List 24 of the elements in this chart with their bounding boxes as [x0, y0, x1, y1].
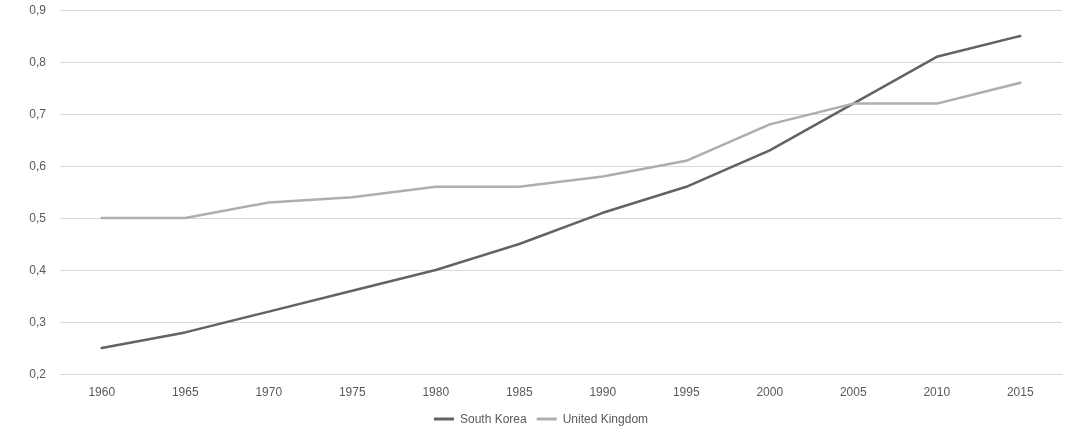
- x-tick-label: 1965: [171, 385, 199, 399]
- x-tick-label: 2015: [1006, 385, 1034, 399]
- legend-label: United Kingdom: [562, 412, 649, 426]
- y-tick-label: 0,5: [29, 211, 47, 225]
- y-tick-label: 0,4: [29, 263, 47, 277]
- legend-label: South Korea: [459, 412, 527, 426]
- x-tick-label: 2005: [839, 385, 867, 399]
- x-tick-label: 1985: [505, 385, 533, 399]
- line-series: [100, 34, 1022, 350]
- y-tick-label: 0,9: [29, 3, 47, 17]
- x-tick-label: 1960: [88, 385, 116, 399]
- x-tick-label: 1990: [589, 385, 617, 399]
- y-tick-label: 0,2: [29, 367, 47, 381]
- x-tick-label: 1975: [338, 385, 366, 399]
- y-tick-label: 0,3: [29, 315, 47, 329]
- y-tick-label: 0,7: [29, 107, 47, 121]
- x-tick-label: 1970: [255, 385, 283, 399]
- line-series: [100, 81, 1022, 220]
- y-tick-label: 0,6: [29, 159, 47, 173]
- x-tick-label: 1980: [422, 385, 450, 399]
- x-tick-label: 2010: [923, 385, 951, 399]
- x-tick-label: 2000: [756, 385, 784, 399]
- x-tick-label: 1995: [672, 385, 700, 399]
- y-tick-label: 0,8: [29, 55, 47, 69]
